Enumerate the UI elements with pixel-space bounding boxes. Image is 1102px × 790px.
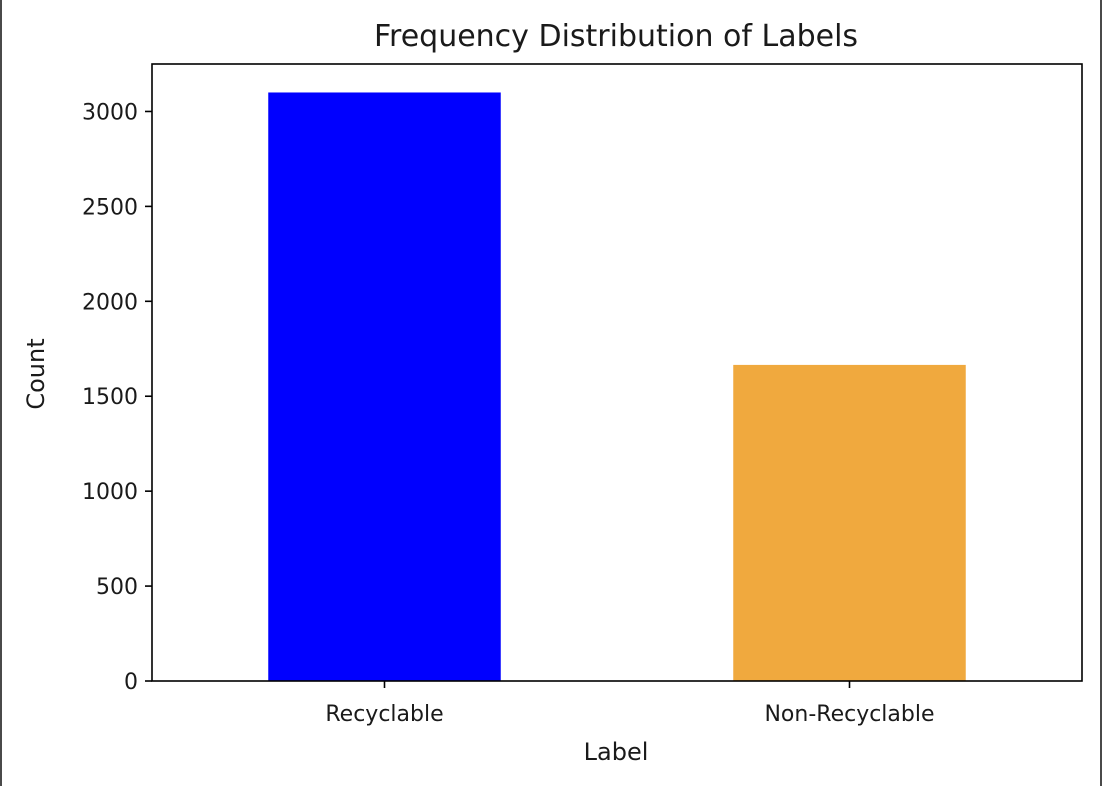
chart-title: Frequency Distribution of Labels	[374, 19, 858, 54]
y-tick-label: 2000	[82, 290, 138, 315]
y-tick-label: 2500	[82, 195, 138, 220]
y-tick-label: 1500	[82, 385, 138, 410]
bars-layer	[268, 92, 966, 681]
y-tick-label: 500	[96, 575, 138, 600]
x-axis-label: Label	[584, 738, 649, 766]
plot-border	[151, 63, 1083, 682]
y-tick-label: 0	[124, 670, 138, 695]
bar-non-recyclable	[733, 364, 966, 681]
x-tick-label: Non-Recyclable	[764, 702, 934, 727]
y-axis-label: Count	[22, 338, 50, 409]
bar-recyclable	[268, 92, 501, 681]
y-tick-label: 3000	[82, 100, 138, 125]
x-axis-ticks: Recyclable Non-Recyclable	[325, 681, 935, 727]
x-tick-label: Recyclable	[325, 702, 443, 727]
y-axis-ticks: 0 500 1000 1500 2000 2500 3000	[82, 100, 152, 695]
y-tick-label: 1000	[82, 480, 138, 505]
